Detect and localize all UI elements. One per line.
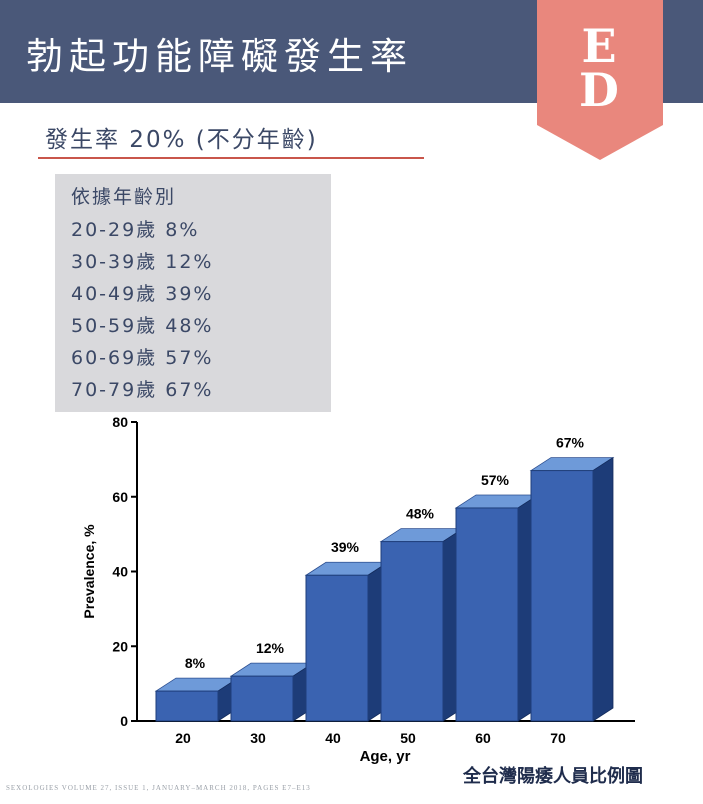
x-tick-label: 30 xyxy=(250,730,266,746)
bar xyxy=(155,690,219,722)
source-citation: SEXOLOGIES VOLUME 27, ISSUE 1, JANUARY–M… xyxy=(6,784,311,792)
page-title: 勃起功能障礙發生率 xyxy=(26,35,413,78)
data-label: 39% xyxy=(331,539,360,555)
prevalence-chart-svg: 0 20 40 60 80 Prevalence, % 8% 20 12% 30 39% 40 48% 5… xyxy=(81,414,635,765)
bar-side xyxy=(592,456,614,722)
prevalence-chart: 0 20 40 60 80 Prevalence, % 8% 20 12% 30 39% 40 48% 5… xyxy=(60,400,703,800)
bar xyxy=(380,541,444,722)
bar xyxy=(230,675,294,722)
subtitle: 發生率 20% (不分年齡) xyxy=(45,127,318,153)
age-breakdown-box: 依據年齡別 20-29歲 8% 30-39歲 12% 40-49歲 39% 50… xyxy=(55,174,331,412)
bar xyxy=(455,507,519,722)
x-tick-label: 50 xyxy=(400,730,416,746)
x-tick-label: 70 xyxy=(550,730,566,746)
y-tick-label: 20 xyxy=(112,638,128,654)
age-row: 20-29歲 8% xyxy=(71,219,200,241)
age-row: 40-49歲 39% xyxy=(71,283,214,305)
bar xyxy=(305,574,369,722)
subtitle-divider xyxy=(38,157,424,159)
y-tick-label: 0 xyxy=(120,713,128,729)
x-tick-label: 40 xyxy=(325,730,341,746)
age-row: 30-39歲 12% xyxy=(71,251,214,273)
x-tick-label: 60 xyxy=(475,730,491,746)
badge-letter-d: D xyxy=(579,63,621,117)
y-axis-label: Prevalence, % xyxy=(81,524,97,619)
age-row: 70-79歲 67% xyxy=(71,379,214,401)
data-label: 48% xyxy=(406,506,435,522)
age-breakdown-heading: 依據年齡別 xyxy=(71,186,177,208)
x-axis-label: Age, yr xyxy=(360,748,411,765)
data-label: 12% xyxy=(256,640,285,656)
data-label: 8% xyxy=(185,655,206,671)
y-tick-label: 80 xyxy=(112,414,128,430)
age-row: 60-69歲 57% xyxy=(71,347,214,369)
chart-caption: 全台灣陽痿人員比例圖 xyxy=(463,766,643,787)
data-label: 57% xyxy=(481,472,510,488)
bar xyxy=(530,470,594,722)
x-tick-label: 20 xyxy=(175,730,191,746)
y-tick-label: 40 xyxy=(112,564,128,580)
age-row: 50-59歲 48% xyxy=(71,315,214,337)
ed-badge: E D xyxy=(537,0,663,160)
y-tick-label: 60 xyxy=(112,489,128,505)
badge-letter-e: E xyxy=(581,19,619,73)
data-label: 67% xyxy=(556,435,585,451)
